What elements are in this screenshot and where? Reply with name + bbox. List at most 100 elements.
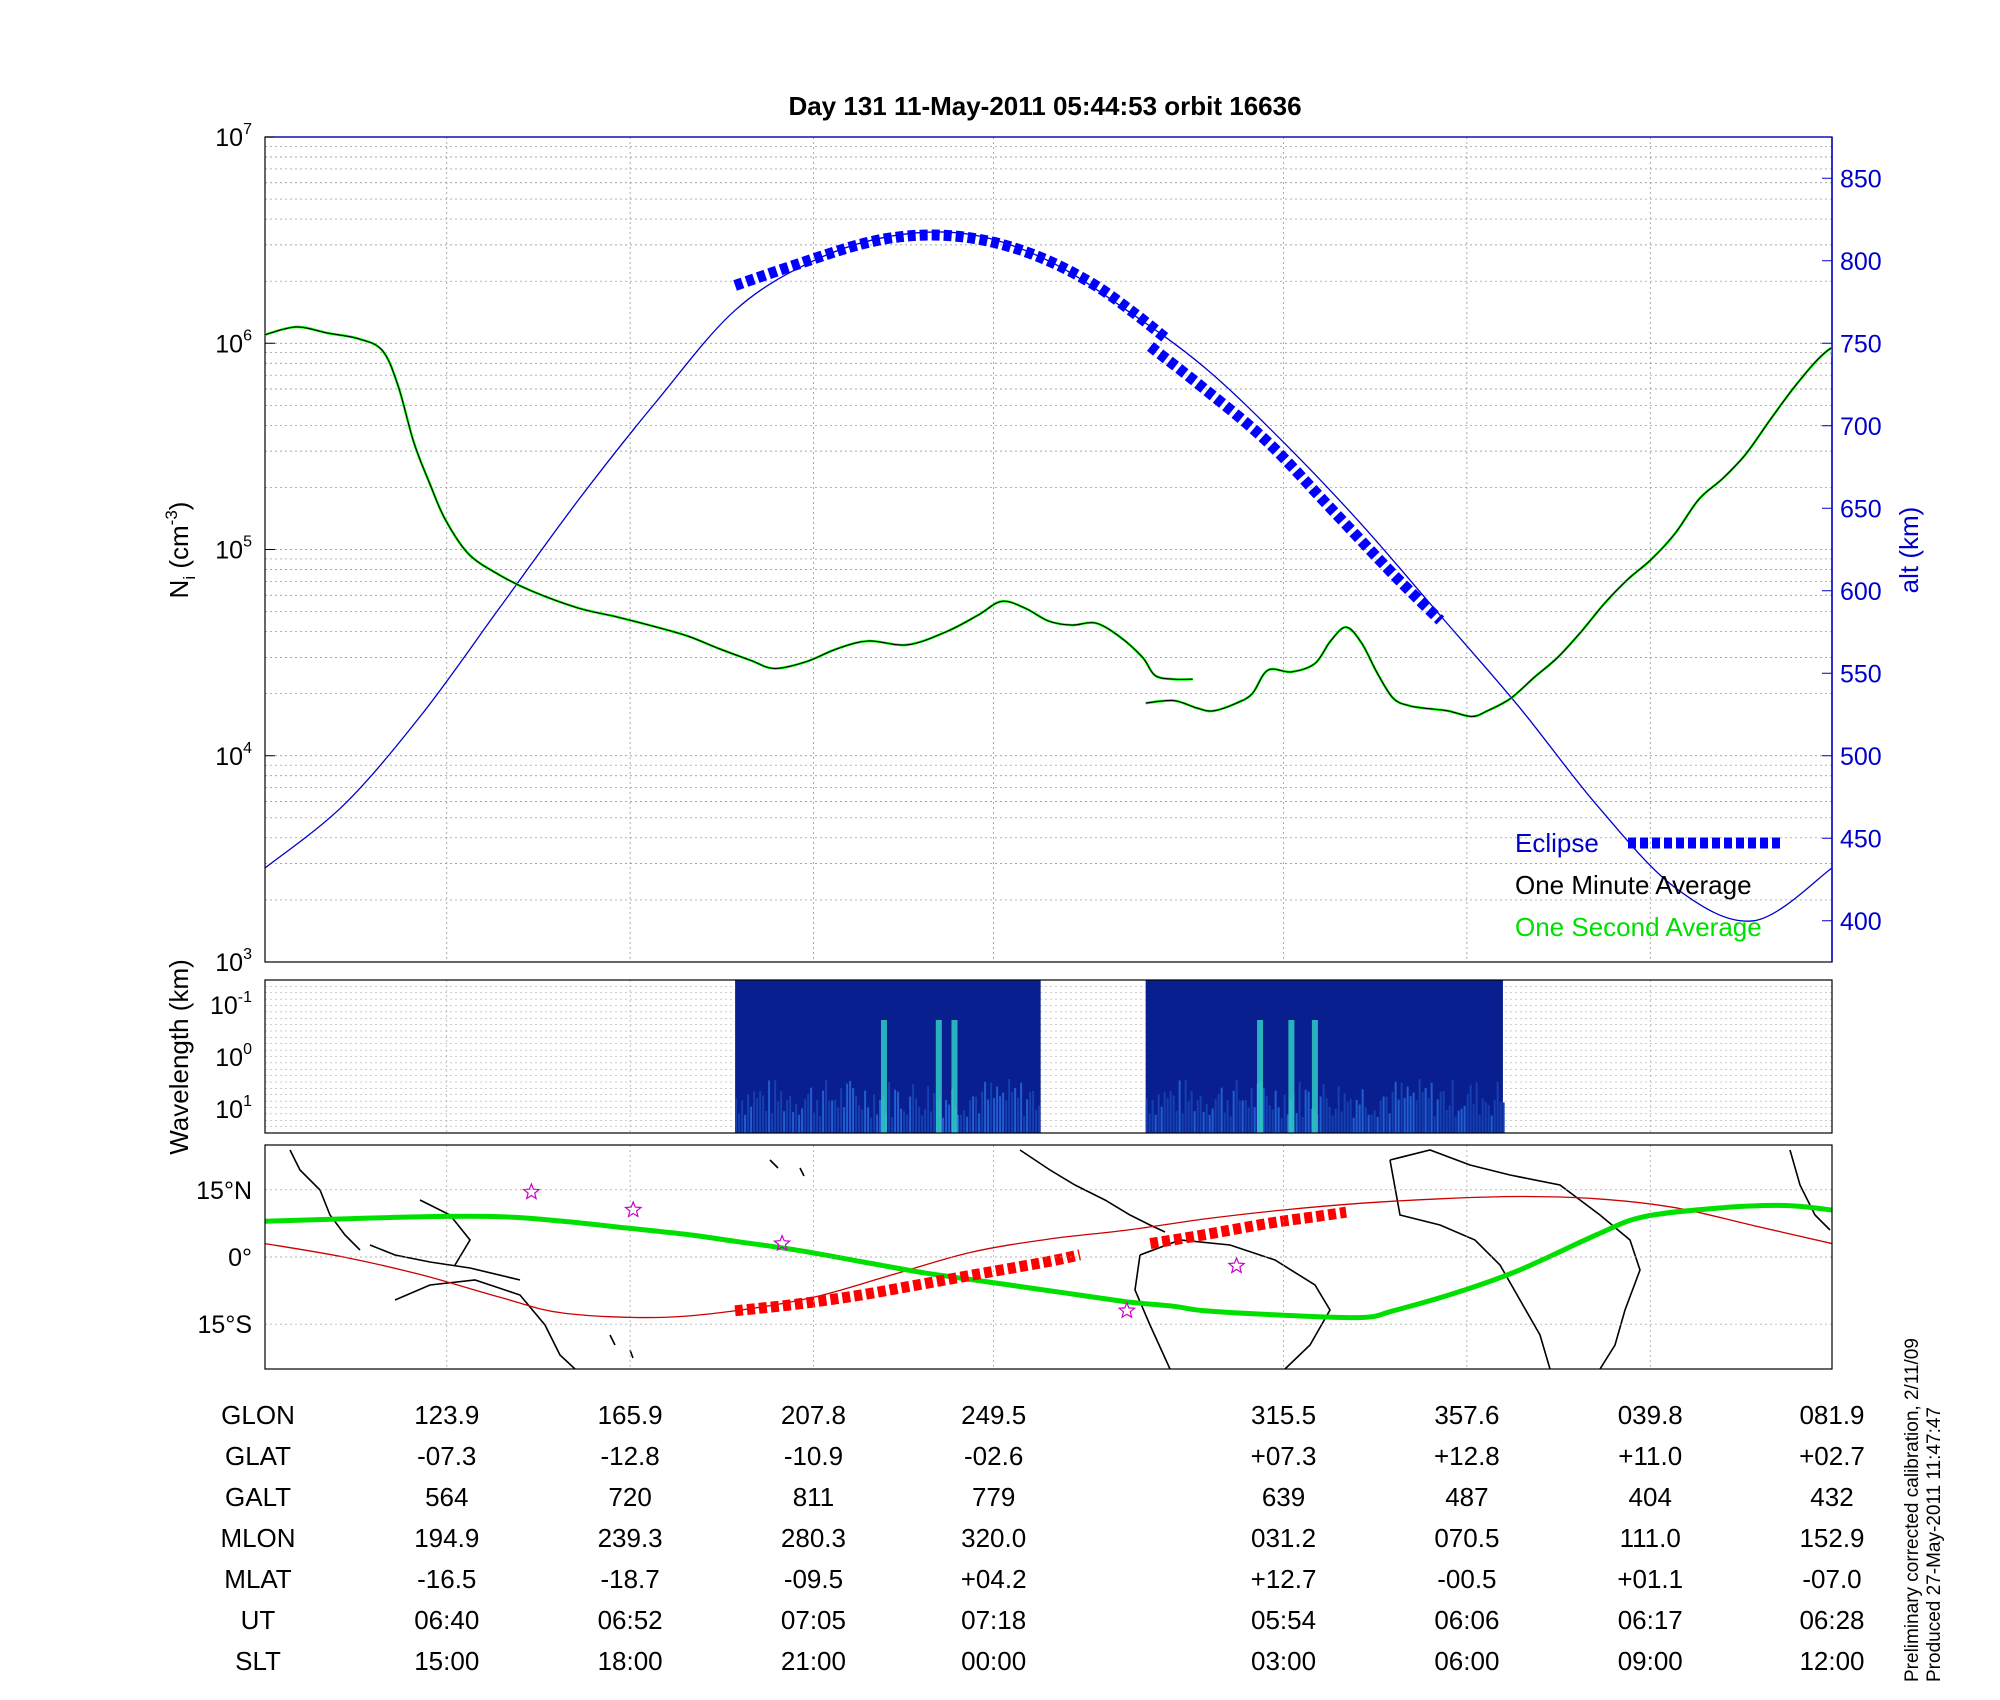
y2-tick-label: 600 <box>1840 578 1882 606</box>
spectrogram-y-label: Wavelength (km) <box>164 959 194 1155</box>
ephemeris-cell: 031.2 <box>1251 1523 1316 1553</box>
spectrogram-stripe <box>873 1094 876 1133</box>
spectrogram-stripe <box>1355 1099 1358 1133</box>
spectrogram-stripe <box>1011 1091 1014 1133</box>
spectrogram-stripe <box>1268 1105 1271 1133</box>
ephemeris-cell: 165.9 <box>598 1400 663 1430</box>
spectrogram-stripe <box>828 1100 831 1133</box>
y2-tick-label: 700 <box>1840 413 1882 441</box>
spectrogram-stripe <box>1023 1115 1026 1133</box>
spectrogram-stripe <box>1442 1090 1445 1133</box>
spectrogram-stripe <box>975 1096 978 1133</box>
spectrogram-stripe <box>1274 1090 1277 1133</box>
spectrogram-stripe <box>1169 1091 1172 1133</box>
ephemeris-row-label: GLAT <box>225 1441 291 1471</box>
spectrogram-stripe <box>888 1082 891 1133</box>
spectrogram-stripe <box>1157 1094 1160 1133</box>
spectrogram-y-ticks: 10-1 100 101 <box>210 989 252 1124</box>
spectrogram-stripe <box>966 1116 969 1133</box>
spectrogram-stripe <box>804 1099 807 1133</box>
ephemeris-cell: 111.0 <box>1620 1523 1681 1553</box>
ephemeris-row-label: GLON <box>221 1400 295 1430</box>
spectrogram-stripe <box>1298 1082 1301 1133</box>
spectrogram-stripe <box>1178 1080 1181 1133</box>
spectrogram-stripe <box>1478 1114 1481 1133</box>
spectrogram-stripe <box>765 1110 768 1133</box>
one-second-average-line-a <box>265 325 1193 681</box>
ephemeris-cell: +11.0 <box>1618 1441 1682 1471</box>
spectrogram-stripe <box>1220 1087 1223 1133</box>
eclipse-segment-b <box>1146 342 1445 625</box>
spectrogram-stripe <box>1295 1112 1298 1133</box>
spectrogram-stripe <box>993 1098 996 1133</box>
spectrogram-stripe <box>1026 1099 1029 1133</box>
map-tick-label: 0° <box>228 1244 252 1272</box>
spectrogram-stripe <box>894 1089 897 1133</box>
ephemeris-cell: +07.3 <box>1251 1441 1317 1471</box>
spectrogram-stripe <box>879 1099 882 1133</box>
ephemeris-cell: 811 <box>793 1482 834 1512</box>
altitude-y-label: alt (km) <box>1894 507 1924 594</box>
spectrogram-stripe <box>744 1114 747 1133</box>
spectrogram-stripe <box>1193 1111 1196 1133</box>
spectrogram-stripe <box>1412 1092 1415 1133</box>
spectrogram-stripe <box>1403 1098 1406 1133</box>
ephemeris-cell: 21:00 <box>781 1646 846 1676</box>
map-y-ticks: 15°N 0° 15°S <box>196 1177 252 1339</box>
one-minute-average-line-b <box>1145 347 1832 718</box>
spectrogram-stripe <box>1376 1116 1379 1133</box>
spectrogram-stripe <box>1190 1091 1193 1133</box>
spectrogram-stripe <box>1406 1086 1409 1133</box>
spectrogram-stripe <box>1490 1115 1493 1133</box>
ephemeris-cell: 15:00 <box>414 1646 479 1676</box>
spectrogram-stripe <box>1202 1111 1205 1133</box>
ephemeris-cell: -00.5 <box>1437 1564 1496 1594</box>
spectrogram-stripe <box>1238 1100 1241 1133</box>
spectrogram-stripe <box>870 1117 873 1133</box>
spectrogram-stripe <box>1487 1104 1490 1133</box>
spectrogram-stripe <box>1020 1082 1023 1133</box>
ephemeris-cell: 06:28 <box>1799 1605 1864 1635</box>
spectrogram-stripe <box>912 1084 915 1133</box>
spectrogram-stripe <box>1463 1105 1466 1133</box>
ephemeris-cell: 06:00 <box>1434 1646 1499 1676</box>
spectrogram-stripe <box>1280 1117 1283 1133</box>
spectrogram-stripe <box>1005 1100 1008 1133</box>
spectrogram-stripe <box>1373 1110 1376 1133</box>
spectrogram-stripe <box>1436 1099 1439 1133</box>
spectrogram-stripe <box>1430 1082 1433 1133</box>
station-star <box>1117 1301 1137 1319</box>
ephemeris-cell: 00:00 <box>961 1646 1026 1676</box>
y2-tick-label: 750 <box>1840 330 1882 358</box>
spectrogram-stripe <box>981 1091 984 1133</box>
spectrogram-stripe <box>1397 1099 1400 1133</box>
spectrogram-band <box>935 1020 942 1133</box>
ephemeris-cell: 639 <box>1262 1482 1305 1512</box>
y2-tick-label: 650 <box>1840 495 1882 523</box>
spectrogram-stripe <box>1328 1106 1331 1133</box>
ephemeris-cell: -16.5 <box>417 1564 476 1594</box>
spectrogram-stripe <box>963 1110 966 1133</box>
spectrogram-stripe <box>858 1105 861 1133</box>
spectrogram-tick-label: 100 <box>215 1041 252 1072</box>
spectrogram-blocks <box>735 980 1505 1133</box>
spectrogram-stripe <box>1301 1117 1304 1133</box>
spectrogram-stripe <box>1235 1079 1238 1133</box>
map-eclipse-segment-a <box>734 1249 1081 1317</box>
spectrogram-stripe <box>1014 1087 1017 1133</box>
spectrogram-stripe <box>987 1099 990 1133</box>
ephemeris-cell: +01.1 <box>1617 1564 1683 1594</box>
y-tick-label: 106 <box>215 327 252 358</box>
spectrogram-stripe <box>1304 1089 1307 1133</box>
spectrogram-stripe <box>1035 1109 1038 1133</box>
spectrogram-stripe <box>1322 1084 1325 1133</box>
spectrogram-stripe <box>1481 1098 1484 1133</box>
spectrogram-stripe <box>1217 1093 1220 1133</box>
spectrogram-stripe <box>855 1095 858 1133</box>
ephemeris-table: GLON 123.9 165.9 207.8 249.5 315.5 357.6 039.8 0… <box>220 1400 1864 1676</box>
spectrogram-stripe <box>837 1107 840 1133</box>
spectrogram-stripe <box>1388 1113 1391 1133</box>
ephemeris-cell: 18:00 <box>598 1646 663 1676</box>
spectrogram-stripe <box>1415 1100 1418 1133</box>
